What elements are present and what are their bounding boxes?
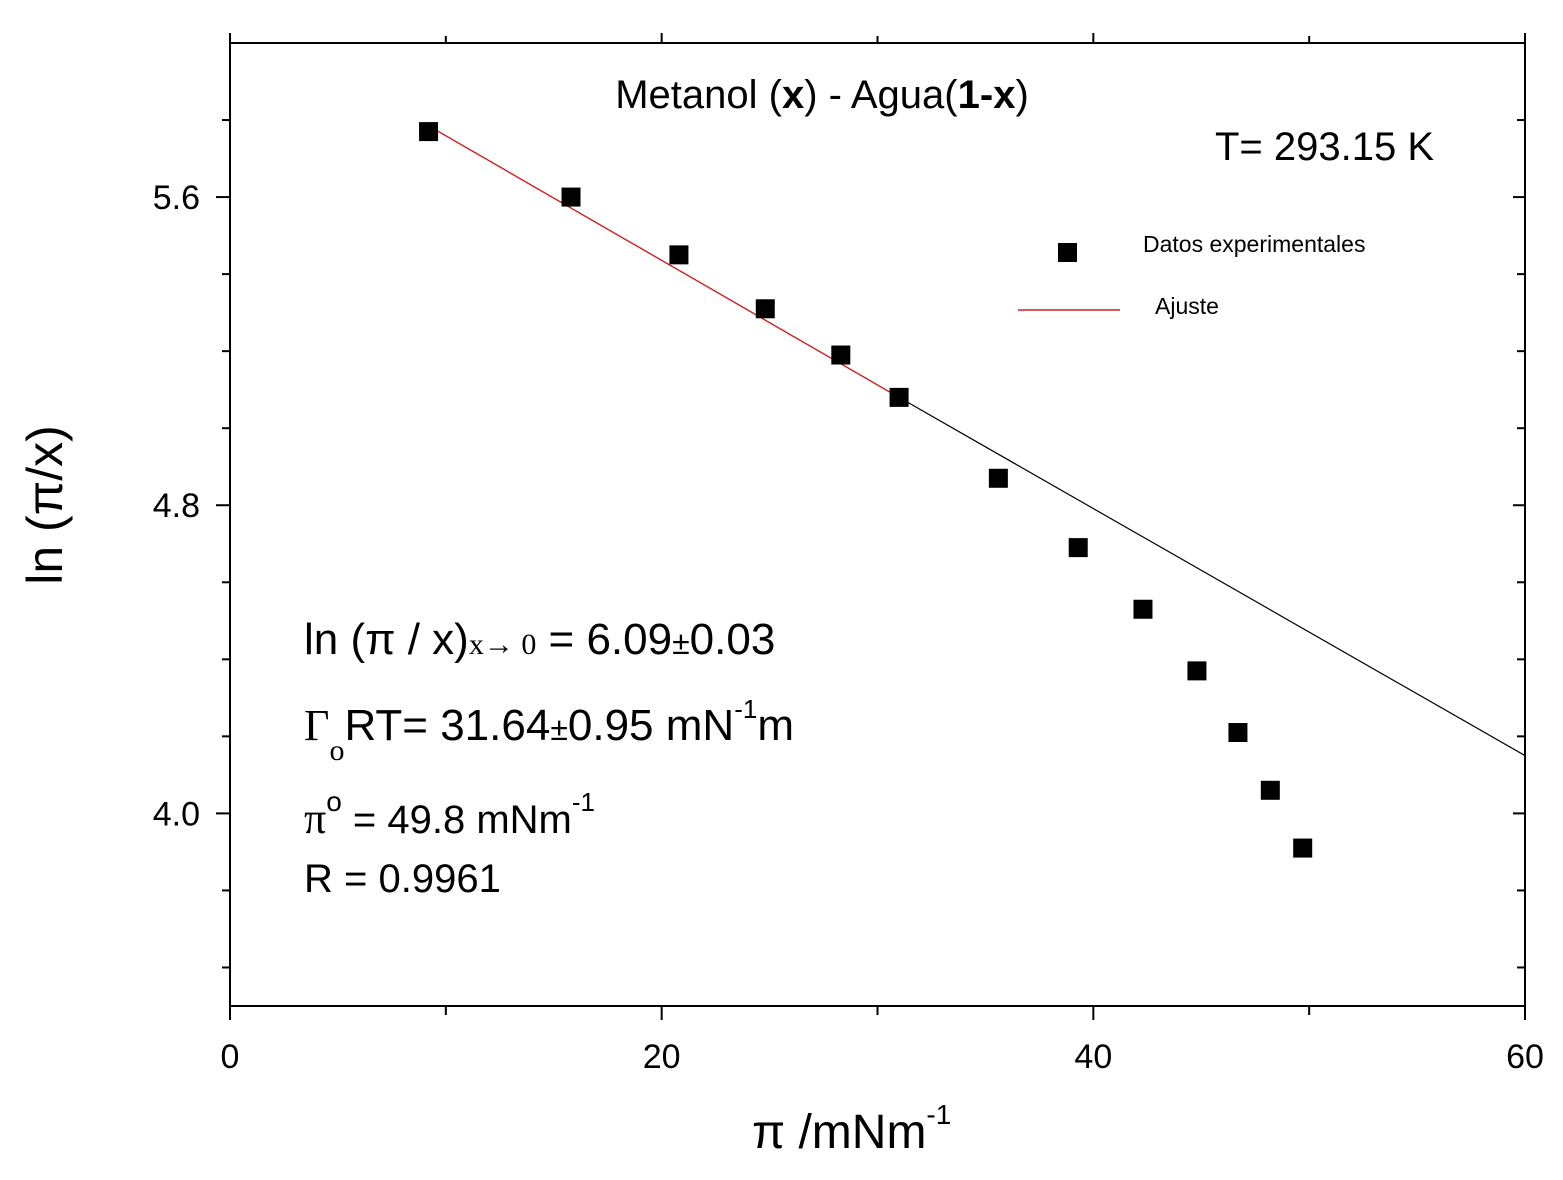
y-tick-label: 4.8 <box>153 487 200 525</box>
fit-annotations: ln (π / x)x→ 0 = 6.09±0.03 ΓoRT= 31.64±0… <box>304 615 794 901</box>
data-point <box>1068 538 1088 558</box>
data-point <box>889 387 909 407</box>
legend-label-datos: Datos experimentales <box>1143 231 1365 257</box>
y-tick-label: 5.6 <box>153 179 200 217</box>
x-tick-label: 20 <box>643 1038 681 1076</box>
annotation-gamma-rt: ΓoRT= 31.64±0.95 mN-1m <box>304 694 794 767</box>
extrapolation-line <box>898 396 1526 757</box>
data-point <box>988 468 1008 488</box>
fit-lines <box>428 125 1526 757</box>
annotation-ln-limit: ln (π / x)x→ 0 = 6.09±0.03 <box>304 615 775 664</box>
data-point <box>1260 780 1280 800</box>
legend-label-ajuste: Ajuste <box>1155 293 1219 319</box>
data-point <box>1187 661 1207 681</box>
annotation-pi-zero: πo = 49.8 mNm-1 <box>304 786 595 843</box>
data-points <box>419 122 1313 858</box>
annotation-r-value: R = 0.9961 <box>304 857 501 901</box>
data-point <box>831 345 851 365</box>
data-point <box>1228 723 1248 743</box>
legend-marker-datos <box>1058 243 1077 262</box>
x-axis-label: π /mNm-1 <box>752 1099 951 1159</box>
chart-title: Metanol (x) - Agua(1-x) <box>615 73 1029 117</box>
fit-line-ajuste <box>428 125 900 398</box>
x-tick-label: 40 <box>1074 1038 1112 1076</box>
data-point <box>669 245 689 265</box>
data-point <box>1293 838 1313 858</box>
axis-ticks: 0 20 40 60 4.0 4.8 5.6 <box>153 33 1544 1076</box>
data-point <box>419 122 439 142</box>
x-tick-label: 0 <box>221 1038 240 1076</box>
y-axis-label: ln (π/x) <box>17 425 73 585</box>
legend: Datos experimentales Ajuste <box>1018 231 1365 319</box>
y-tick-label: 4.0 <box>153 795 200 833</box>
x-tick-label: 60 <box>1506 1038 1544 1076</box>
data-point <box>1133 599 1153 619</box>
data-point <box>561 187 581 207</box>
temperature-label: T= 293.15 K <box>1215 125 1434 169</box>
data-point <box>755 299 775 319</box>
